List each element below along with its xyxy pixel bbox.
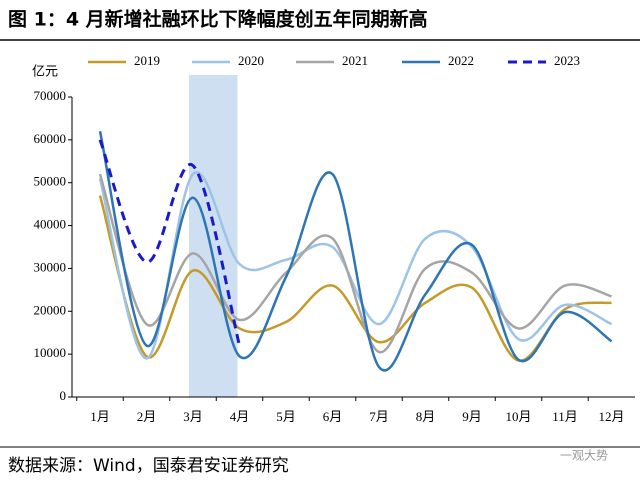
legend-label: 2023 xyxy=(554,53,580,68)
y-tick-label: 30000 xyxy=(34,259,67,274)
x-tick-label: 1月 xyxy=(90,409,110,424)
x-tick-label: 7月 xyxy=(369,409,389,424)
series-line xyxy=(98,131,613,372)
chart-title: 图 1：4 月新增社融环比下降幅度创五年同期新高 xyxy=(8,8,428,31)
y-tick-label: 60000 xyxy=(34,131,67,146)
x-tick-label: 3月 xyxy=(183,409,203,424)
legend-label: 2021 xyxy=(342,53,368,68)
x-tick-label: 2月 xyxy=(137,409,157,424)
watermark: 一观大势 xyxy=(560,449,608,463)
series-line xyxy=(98,173,612,354)
x-tick-label: 6月 xyxy=(323,409,343,424)
y-tick-label: 70000 xyxy=(34,88,67,103)
legend-label: 2020 xyxy=(238,53,264,68)
y-tick-label: 0 xyxy=(60,388,67,403)
x-tick-label: 4月 xyxy=(230,409,250,424)
y-tick-label: 10000 xyxy=(34,345,67,360)
legend-label: 2019 xyxy=(134,53,160,68)
legend-label: 2022 xyxy=(448,53,474,68)
x-tick-label: 11月 xyxy=(552,409,578,424)
y-tick-label: 40000 xyxy=(34,217,67,232)
x-tick-label: 9月 xyxy=(462,409,482,424)
source-note: 数据来源：Wind，国泰君安证券研究 xyxy=(8,456,289,476)
series-line xyxy=(98,139,241,346)
highlight-band xyxy=(189,75,238,397)
y-tick-label: 50000 xyxy=(34,174,67,189)
x-tick-label: 8月 xyxy=(416,409,436,424)
y-tick-label: 20000 xyxy=(34,302,67,317)
x-tick-label: 5月 xyxy=(276,409,296,424)
x-tick-label: 12月 xyxy=(598,409,624,424)
y-axis-label: 亿元 xyxy=(32,65,58,80)
x-tick-label: 10月 xyxy=(505,409,531,424)
